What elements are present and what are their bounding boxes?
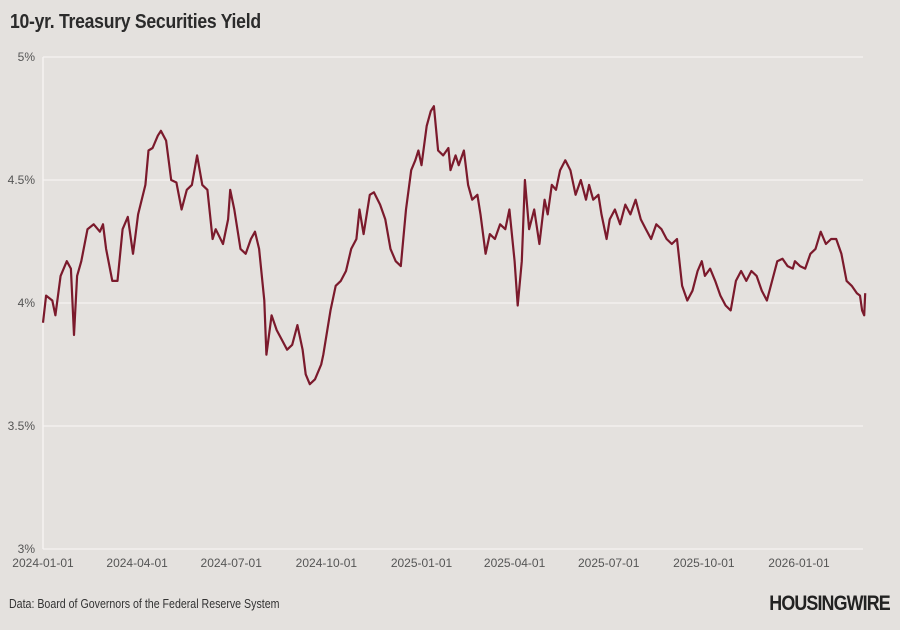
x-tick-label: 2024-07-01 [201, 556, 263, 570]
series-layer [41, 105, 867, 386]
x-tick-label: 2025-07-01 [578, 556, 640, 570]
gridlines [42, 56, 863, 550]
x-tick-label: 2026-01-01 [768, 556, 830, 570]
x-tick-label: 2024-10-01 [296, 556, 358, 570]
x-tick-label: 2025-10-01 [673, 556, 735, 570]
x-tick-label: 2024-01-01 [12, 556, 74, 570]
yield-line [41, 105, 867, 386]
housingwire-logo: HOUSINGWIRE [769, 592, 890, 615]
y-tick-label: 3.5% [8, 419, 36, 433]
x-tick-label: 2024-04-01 [106, 556, 168, 570]
y-tick-label: 3% [18, 542, 36, 556]
chart-title: 10-yr. Treasury Securities Yield [10, 11, 261, 33]
y-tick-label: 5% [18, 50, 36, 64]
x-tick-label: 2025-04-01 [484, 556, 546, 570]
y-axis-ticks: 3% 3.5% 4% 4.5% 5% [8, 50, 36, 556]
y-tick-label: 4.5% [8, 173, 36, 187]
y-tick-label: 4% [18, 296, 36, 310]
source-note: Data: Board of Governors of the Federal … [9, 597, 280, 611]
x-axis-ticks: 2024-01-01 2024-04-01 2024-07-01 2024-10-01… [12, 556, 830, 570]
x-tick-label: 2025-01-01 [391, 556, 453, 570]
